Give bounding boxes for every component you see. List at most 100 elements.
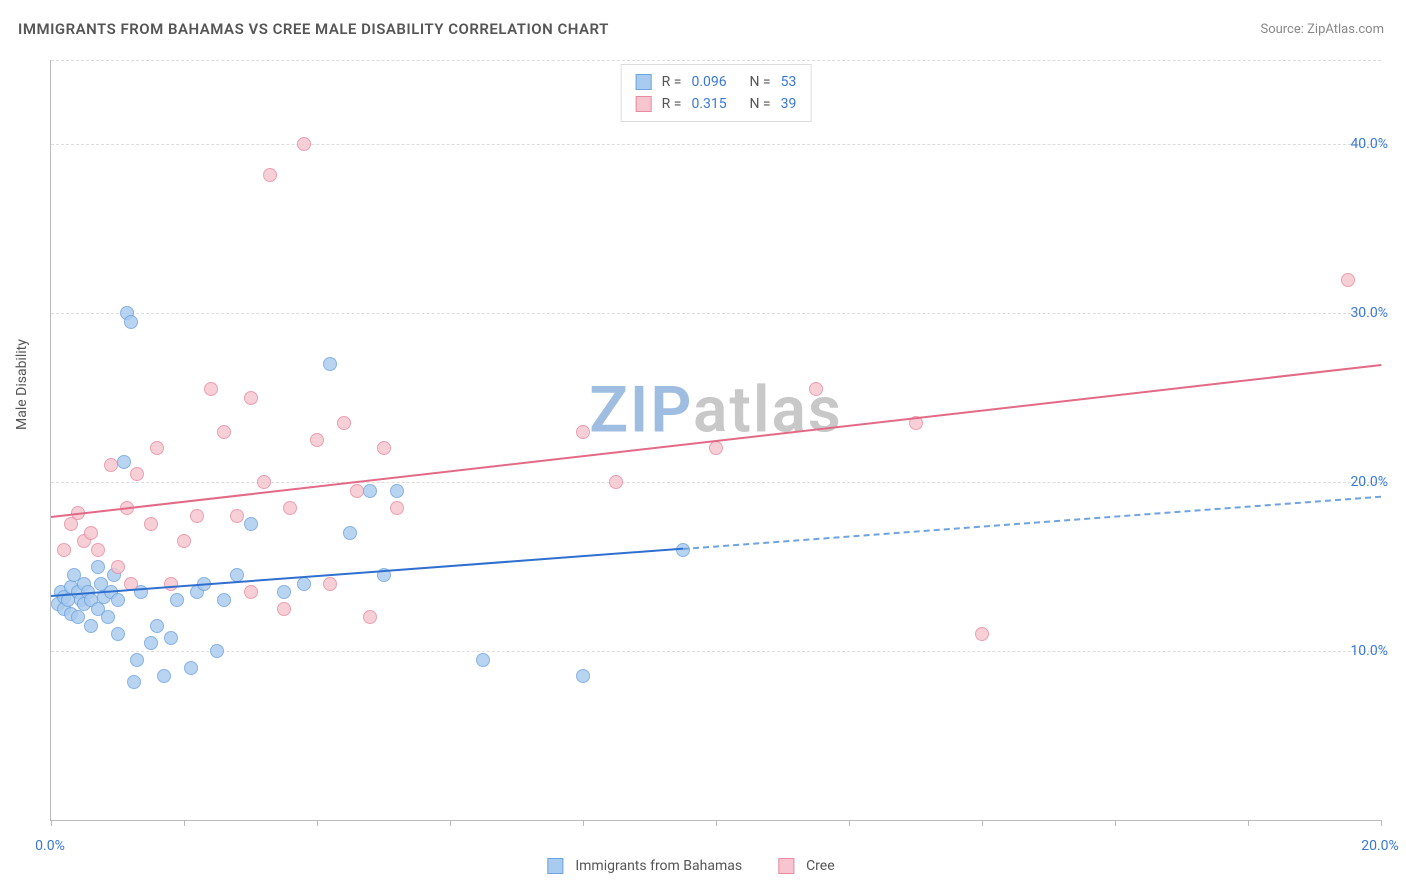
data-point bbox=[217, 425, 231, 439]
data-point bbox=[184, 661, 198, 675]
data-point bbox=[377, 441, 391, 455]
data-point bbox=[117, 455, 131, 469]
data-point bbox=[190, 509, 204, 523]
legend-label: Cree bbox=[806, 858, 835, 874]
data-point bbox=[130, 653, 144, 667]
source-label: Source: ZipAtlas.com bbox=[1260, 22, 1384, 37]
data-point bbox=[150, 619, 164, 633]
plot-area: ZIPatlas R =0.096N =53R =0.315N =39 bbox=[50, 60, 1381, 821]
x-tick bbox=[1115, 820, 1116, 826]
x-tick bbox=[51, 820, 52, 826]
data-point bbox=[71, 610, 85, 624]
x-tick bbox=[982, 820, 983, 826]
data-point bbox=[111, 593, 125, 607]
x-tick-label: 0.0% bbox=[35, 838, 65, 854]
data-point bbox=[244, 517, 258, 531]
n-label: N = bbox=[749, 93, 770, 115]
trend-line bbox=[683, 496, 1381, 550]
data-point bbox=[323, 577, 337, 591]
data-point bbox=[297, 137, 311, 151]
legend-label: Immigrants from Bahamas bbox=[575, 858, 742, 874]
data-point bbox=[350, 484, 364, 498]
n-value: 53 bbox=[781, 71, 797, 93]
gridline bbox=[51, 144, 1381, 145]
data-point bbox=[57, 543, 71, 557]
watermark: ZIPatlas bbox=[589, 372, 843, 447]
data-point bbox=[609, 475, 623, 489]
data-point bbox=[230, 509, 244, 523]
data-point bbox=[84, 526, 98, 540]
data-point bbox=[343, 526, 357, 540]
legend-swatch bbox=[778, 858, 794, 874]
r-value: 0.096 bbox=[691, 71, 739, 93]
legend-series: Immigrants from Bahamas Cree bbox=[547, 858, 858, 874]
gridline bbox=[51, 60, 1381, 61]
x-tick bbox=[317, 820, 318, 826]
x-tick bbox=[1248, 820, 1249, 826]
data-point bbox=[144, 517, 158, 531]
data-point bbox=[257, 475, 271, 489]
data-point bbox=[204, 382, 218, 396]
data-point bbox=[390, 501, 404, 515]
x-tick bbox=[450, 820, 451, 826]
data-point bbox=[476, 653, 490, 667]
data-point bbox=[363, 610, 377, 624]
data-point bbox=[337, 416, 351, 430]
legend-row: R = 0.096 N = 53 bbox=[636, 71, 797, 93]
data-point bbox=[390, 484, 404, 498]
data-point bbox=[91, 543, 105, 557]
data-point bbox=[157, 669, 171, 683]
data-point bbox=[975, 627, 989, 641]
data-point bbox=[576, 669, 590, 683]
chart-title: IMMIGRANTS FROM BAHAMAS VS CREE MALE DIS… bbox=[18, 20, 609, 38]
data-point bbox=[124, 315, 138, 329]
x-tick bbox=[716, 820, 717, 826]
x-tick bbox=[184, 820, 185, 826]
n-value: 39 bbox=[781, 93, 797, 115]
data-point bbox=[111, 560, 125, 574]
x-tick bbox=[1381, 820, 1382, 826]
y-tick-label: 20.0% bbox=[1350, 474, 1388, 490]
gridline bbox=[51, 651, 1381, 652]
y-axis-label: Male Disability bbox=[14, 339, 30, 430]
trend-line bbox=[51, 364, 1381, 518]
y-tick-label: 40.0% bbox=[1350, 136, 1388, 152]
data-point bbox=[170, 593, 184, 607]
data-point bbox=[164, 577, 178, 591]
x-tick-label: 20.0% bbox=[1361, 838, 1399, 854]
legend-swatch bbox=[636, 74, 652, 90]
data-point bbox=[144, 636, 158, 650]
data-point bbox=[323, 357, 337, 371]
y-tick-label: 30.0% bbox=[1350, 305, 1388, 321]
data-point bbox=[809, 382, 823, 396]
data-point bbox=[244, 585, 258, 599]
gridline bbox=[51, 482, 1381, 483]
data-point bbox=[283, 501, 297, 515]
data-point bbox=[1341, 273, 1355, 287]
legend-swatch bbox=[636, 96, 652, 112]
r-label: R = bbox=[662, 71, 682, 93]
data-point bbox=[363, 484, 377, 498]
data-point bbox=[576, 425, 590, 439]
data-point bbox=[244, 391, 258, 405]
data-point bbox=[277, 602, 291, 616]
data-point bbox=[91, 560, 105, 574]
data-point bbox=[310, 433, 324, 447]
data-point bbox=[84, 619, 98, 633]
data-point bbox=[111, 627, 125, 641]
data-point bbox=[127, 675, 141, 689]
x-tick bbox=[849, 820, 850, 826]
data-point bbox=[104, 458, 118, 472]
gridline bbox=[51, 313, 1381, 314]
data-point bbox=[177, 534, 191, 548]
r-label: R = bbox=[662, 93, 682, 115]
legend-swatch bbox=[547, 858, 563, 874]
n-label: N = bbox=[749, 71, 770, 93]
legend-row: R =0.315N =39 bbox=[636, 93, 797, 115]
data-point bbox=[217, 593, 231, 607]
legend-correlation-box: R =0.096N =53R =0.315N =39 bbox=[621, 64, 812, 122]
data-point bbox=[101, 610, 115, 624]
data-point bbox=[263, 168, 277, 182]
data-point bbox=[709, 441, 723, 455]
data-point bbox=[130, 467, 144, 481]
